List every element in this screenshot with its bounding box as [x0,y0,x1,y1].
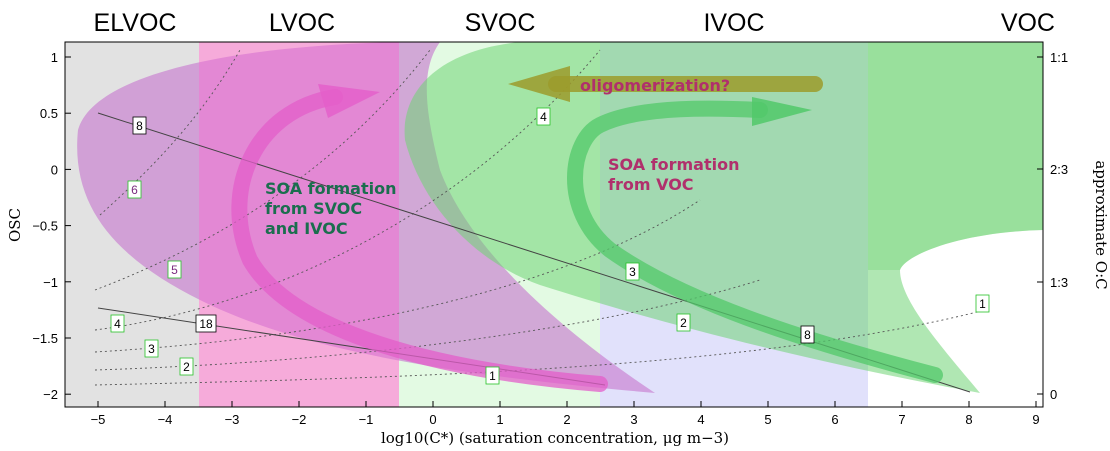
carbon-label-purple-5: 5 [167,260,182,279]
header-elvoc: ELVOC [94,9,177,37]
carbon-label-black-8a: 8 [132,116,147,135]
svg-text:3: 3 [148,342,155,356]
svg-text:5: 5 [171,263,178,277]
y-tick-label: −1.5 [32,331,58,346]
y-tick-label: −1 [43,275,58,290]
x-tick-label: 9 [1032,412,1039,427]
svg-text:1: 1 [489,369,496,383]
svg-text:3: 3 [629,265,636,279]
oligomerization-arrow [508,66,823,102]
x-tick-label: 8 [965,412,972,427]
oligomerization-arrow-head [508,66,570,102]
svoc-ivoc-region [77,42,656,393]
svg-text:8: 8 [804,328,811,342]
voc-region-upper [600,42,1043,270]
svg-text:1: 1 [979,297,986,311]
carbon-label-purple-6: 6 [127,180,142,199]
svg-text:18: 18 [199,317,213,331]
carbon-label-green-3b: 3 [625,262,640,281]
y-tick-label: −0.5 [32,219,58,234]
x-tick-label: 1 [496,412,503,427]
voc-arrow [567,97,943,383]
x-tick-label: 7 [898,412,905,427]
y-tick-label: 0.5 [40,106,58,121]
y-tick-label: 1 [51,50,58,65]
y-tick-label: −2 [43,387,58,402]
x-tick-label: −1 [359,412,374,427]
carbon-label-green-1a: 1 [485,366,500,385]
carbon-label-green-4b: 4 [536,107,551,126]
x-axis-title: log10(C*) (saturation concentration, μg … [381,429,729,447]
carbon-labels: 8 18 8 6 5 4 3 2 1 4 3 2 1 [110,107,990,385]
y-tick-label: 0 [51,162,58,177]
y-right-tick-label: 1:1 [1050,50,1068,65]
y-right-tick-label: 0 [1050,387,1057,402]
header-svoc: SVOC [465,9,536,37]
svoc-arrow-head [318,84,380,118]
carbon-label-green-3a: 3 [144,339,159,358]
svoc-formation-line3: and IVOC [265,219,348,238]
carbon-label-green-2a: 2 [179,357,194,376]
svg-text:2: 2 [183,360,190,374]
x-axis-ticks: −5 −4 −3 −2 −1 0 1 2 3 4 5 6 7 8 9 [91,401,1040,427]
voc-formation-line1: SOA formation [608,155,739,174]
curve-c3 [94,199,701,353]
y-right-tick-label: 1:3 [1050,275,1068,290]
voc-region [404,42,1043,393]
x-tick-label: −4 [158,412,173,427]
volatility-class-headers: ELVOC LVOC SVOC IVOC VOC [94,9,1055,37]
curve-c6 [99,49,241,216]
carbon-number-curves [94,49,986,386]
x-tick-label: 3 [630,412,637,427]
carbon-label-green-1b: 1 [975,294,990,313]
y-axis-right-ticks: 1:1 2:3 1:3 0 [1037,50,1068,402]
x-tick-label: 2 [563,412,570,427]
carbon-label-green-2b: 2 [676,313,691,332]
svg-text:4: 4 [114,317,121,331]
voc-formation-line2: from VOC [608,175,694,194]
y-axis-left-ticks: 1 0.5 0 −0.5 −1 −1.5 −2 [32,50,71,402]
svg-text:2: 2 [680,316,687,330]
x-tick-label: −5 [91,412,106,427]
header-lvoc: LVOC [269,9,335,37]
x-tick-label: 4 [697,412,704,427]
svg-text:4: 4 [540,110,547,124]
y-axis-left-title: OSC [6,208,24,242]
svg-text:8: 8 [136,119,143,133]
svg-text:6: 6 [131,183,138,197]
y-axis-right-title: approximate O:C [1092,160,1110,289]
x-tick-label: 0 [429,412,436,427]
x-tick-label: −3 [225,412,240,427]
svoc-arrow [231,84,608,392]
header-voc: VOC [1001,9,1055,37]
carbon-label-green-4a: 4 [110,314,125,333]
oligomerization-label: oligomerization? [580,76,730,95]
svoc-formation-line1: SOA formation [265,179,396,198]
x-tick-label: −2 [292,412,307,427]
plot-frame [64,41,1044,408]
x-tick-label: 5 [764,412,771,427]
x-tick-label: 6 [831,412,838,427]
carbon-label-black-18: 18 [195,314,217,333]
y-right-tick-label: 2:3 [1050,162,1068,177]
curve-c1 [94,309,986,386]
carbon-label-black-8b: 8 [800,325,815,344]
voc-arrow-head [752,97,812,126]
curve-c5 [94,49,431,291]
header-ivoc: IVOC [703,9,764,37]
svoc-formation-line2: from SVOC [265,199,362,218]
